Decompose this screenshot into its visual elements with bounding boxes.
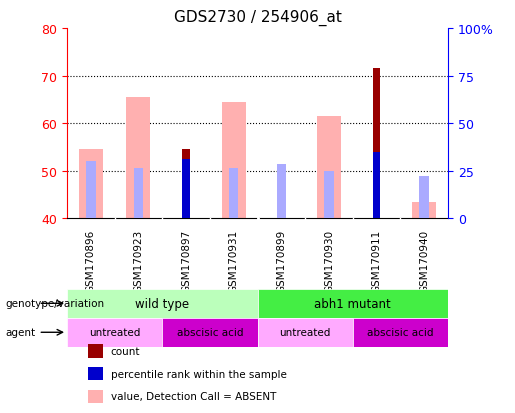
Bar: [277, 164, 286, 219]
Text: GSM170931: GSM170931: [229, 230, 238, 292]
Bar: [162, 318, 258, 347]
Bar: [353, 318, 448, 347]
Text: abh1 mutant: abh1 mutant: [314, 297, 391, 310]
Bar: [258, 289, 448, 318]
Title: GDS2730 / 254906_at: GDS2730 / 254906_at: [174, 10, 341, 26]
Text: GSM170911: GSM170911: [372, 230, 382, 292]
Bar: [67, 289, 258, 318]
Bar: [373, 69, 380, 219]
Bar: [229, 169, 238, 219]
Text: GSM170896: GSM170896: [86, 230, 96, 292]
Text: abscisic acid: abscisic acid: [367, 328, 434, 337]
Text: abscisic acid: abscisic acid: [177, 328, 243, 337]
Bar: [413, 202, 436, 219]
Bar: [419, 176, 429, 219]
Bar: [258, 318, 353, 347]
Bar: [324, 171, 334, 219]
Text: value, Detection Call = ABSENT: value, Detection Call = ABSENT: [111, 392, 276, 401]
Bar: [317, 117, 341, 219]
Text: GSM170899: GSM170899: [277, 230, 286, 292]
Text: GSM170897: GSM170897: [181, 230, 191, 292]
Bar: [79, 150, 102, 219]
Bar: [222, 102, 246, 219]
Text: genotype/variation: genotype/variation: [5, 299, 104, 309]
Text: GSM170923: GSM170923: [133, 230, 143, 292]
Text: count: count: [111, 346, 140, 356]
Text: wild type: wild type: [135, 297, 190, 310]
Bar: [134, 169, 143, 219]
Bar: [67, 318, 162, 347]
Text: GSM170930: GSM170930: [324, 230, 334, 292]
Text: untreated: untreated: [89, 328, 140, 337]
Text: GSM170940: GSM170940: [419, 230, 429, 292]
Bar: [86, 162, 96, 219]
Text: untreated: untreated: [280, 328, 331, 337]
Text: agent: agent: [5, 328, 35, 337]
Bar: [127, 98, 150, 219]
Bar: [182, 159, 190, 219]
Bar: [373, 152, 380, 219]
Text: percentile rank within the sample: percentile rank within the sample: [111, 369, 287, 379]
Bar: [182, 150, 190, 219]
